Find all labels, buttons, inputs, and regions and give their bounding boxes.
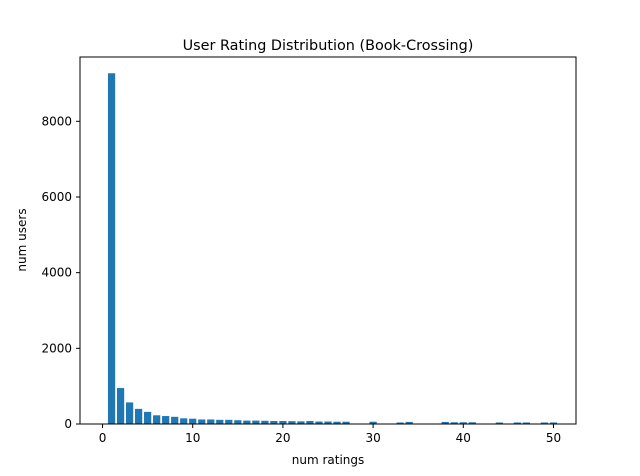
bar-16 (243, 420, 251, 424)
bar-18 (261, 420, 269, 424)
y-tick-label: 4000 (41, 266, 72, 280)
x-tick-label: 20 (275, 431, 290, 445)
bar-39 (450, 422, 458, 424)
bar-33 (396, 422, 404, 424)
bar-1 (107, 73, 116, 424)
bar-2 (116, 388, 125, 424)
y-axis-label: num users (15, 208, 29, 271)
bar-40 (459, 422, 467, 424)
bar-7 (162, 416, 170, 424)
bar-47 (522, 422, 531, 424)
x-axis-label: num ratings (292, 453, 365, 467)
bar-50 (549, 422, 558, 424)
bars-group (107, 73, 558, 424)
bar-44 (495, 422, 503, 424)
y-axis-ticks: 0 2000 4000 6000 8000 (41, 114, 80, 431)
bar-15 (234, 420, 242, 424)
bar-9 (180, 418, 188, 424)
bar-14 (225, 419, 233, 424)
x-axis-ticks: 0 10 20 30 40 50 (99, 424, 561, 445)
bar-25 (324, 421, 332, 424)
y-tick-label: 0 (64, 417, 72, 431)
bar-19 (270, 420, 278, 424)
bar-24 (315, 421, 323, 424)
bar-38 (441, 421, 449, 424)
bar-3 (125, 402, 134, 424)
bar-30 (369, 421, 377, 424)
bar-12 (207, 419, 215, 424)
x-tick-label: 30 (365, 431, 380, 445)
bar-49 (540, 422, 549, 424)
x-tick-label: 0 (99, 431, 107, 445)
bar-41 (468, 422, 476, 424)
bar-20 (279, 420, 287, 424)
bar-34 (405, 421, 413, 424)
x-tick-label: 50 (546, 431, 561, 445)
bar-23 (306, 420, 314, 424)
bar-13 (216, 419, 224, 424)
bar-10 (189, 418, 197, 424)
bar-46 (513, 422, 521, 424)
y-tick-label: 8000 (41, 114, 72, 128)
bar-6 (153, 415, 161, 424)
bar-27 (342, 421, 350, 424)
bar-5 (144, 411, 152, 424)
plot-frame (79, 56, 577, 425)
x-tick-label: 10 (185, 431, 200, 445)
y-tick-label: 2000 (41, 341, 72, 355)
bar-22 (297, 421, 305, 424)
x-tick-label: 40 (456, 431, 471, 445)
bar-4 (135, 408, 143, 424)
y-tick-label: 6000 (41, 190, 72, 204)
bar-21 (288, 421, 296, 424)
bar-17 (252, 420, 260, 424)
bar-8 (171, 416, 179, 424)
chart-title: User Rating Distribution (Book-Crossing) (183, 38, 474, 54)
bar-11 (198, 419, 206, 424)
bar-26 (333, 421, 341, 424)
